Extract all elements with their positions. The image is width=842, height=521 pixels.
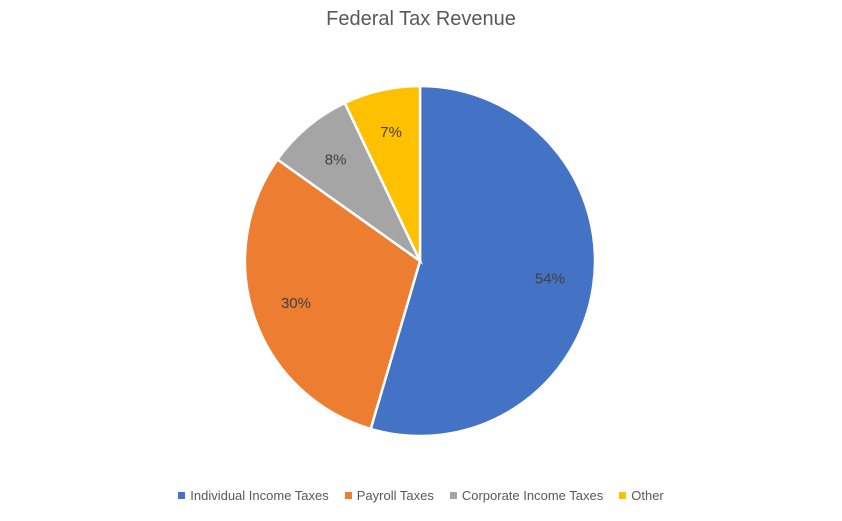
legend-item[interactable]: Other <box>619 488 664 503</box>
pie-slice-corporate-income-taxes[interactable] <box>275 101 424 265</box>
legend-swatch <box>178 492 186 499</box>
chart-title: Federal Tax Revenue <box>326 8 516 30</box>
legend-item[interactable]: Payroll Taxes <box>344 488 434 503</box>
data-label: 7% <box>380 124 402 141</box>
data-label: 30% <box>281 295 311 312</box>
legend-swatch <box>449 492 457 499</box>
legend-item[interactable]: Individual Income Taxes <box>178 488 329 503</box>
legend-label: Corporate Income Taxes <box>461 488 604 503</box>
pie-slice-individual-income-taxes[interactable] <box>369 84 597 438</box>
data-label: 8% <box>325 151 347 168</box>
legend-swatch <box>619 492 627 499</box>
legend-label: Individual Income Taxes <box>190 488 329 503</box>
legend-label: Other <box>631 488 664 503</box>
pie-slice-payroll-taxes[interactable] <box>243 157 422 431</box>
legend-item[interactable]: Corporate Income Taxes <box>449 488 604 503</box>
legend-swatch <box>344 492 352 499</box>
legend-label: Payroll Taxes <box>356 488 434 503</box>
pie-slice-other[interactable] <box>343 84 422 262</box>
data-label: 54% <box>535 271 565 288</box>
legend: Individual Income Taxes Payroll Taxes Corp… <box>0 488 842 503</box>
